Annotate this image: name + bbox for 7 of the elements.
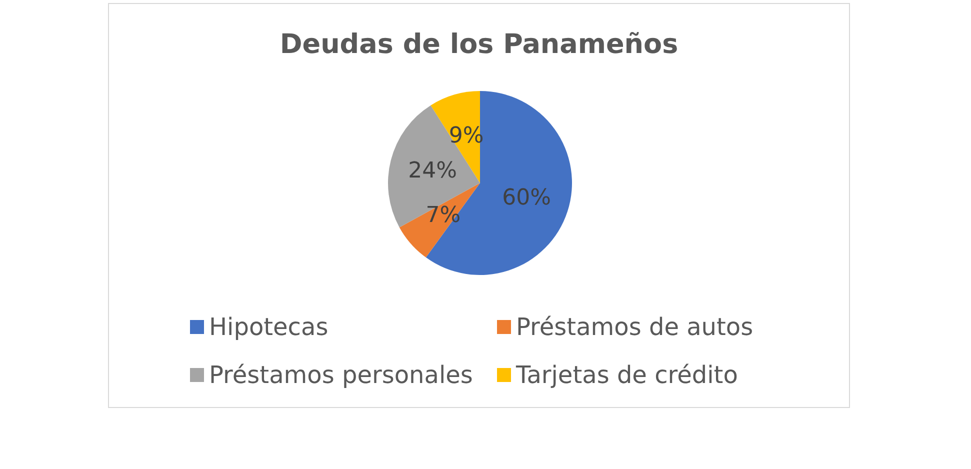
legend-label: Préstamos de autos: [516, 313, 754, 341]
legend-label: Tarjetas de crédito: [515, 361, 738, 389]
data-label: 24%: [408, 158, 457, 184]
legend-label: Hipotecas: [209, 313, 328, 341]
legend-label: Préstamos personales: [209, 361, 473, 389]
data-label: 60%: [502, 186, 552, 211]
chart-title: Deudas de los Panameños: [280, 29, 678, 60]
